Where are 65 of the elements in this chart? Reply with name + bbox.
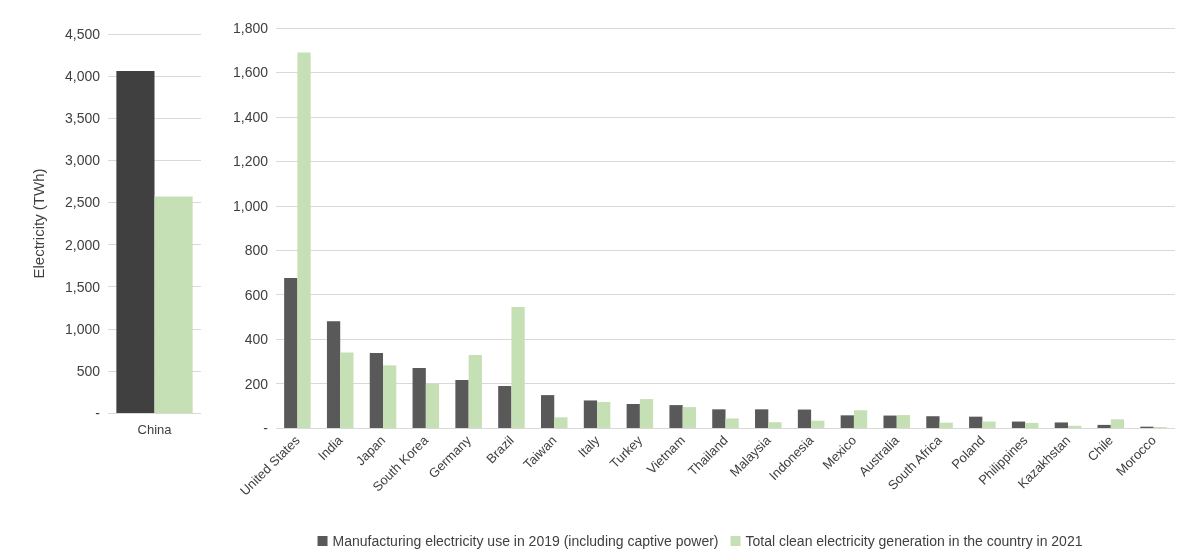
y-tick-label: 500: [76, 362, 101, 379]
bar: [883, 415, 897, 428]
y-tick-label: 2,000: [64, 236, 101, 253]
bar: [540, 395, 555, 428]
bar: [383, 365, 397, 428]
bar: [840, 415, 854, 428]
bar: [583, 400, 598, 428]
bar: [340, 352, 354, 428]
y-tick-label: 3,500: [64, 110, 101, 127]
legend-label: Total clean electricity generation in the country in 2021: [745, 533, 1083, 549]
bar: [768, 422, 782, 428]
bar: [669, 405, 683, 428]
bar: [797, 409, 812, 428]
y-tick-label: 600: [244, 286, 269, 303]
bar: [725, 418, 739, 428]
y-tick-label: 4,500: [64, 26, 101, 42]
y-tick-label: 1,000: [64, 320, 101, 337]
bar: [639, 399, 654, 428]
bar: [284, 278, 298, 428]
y-tick-label: 1,500: [64, 278, 101, 295]
y-tick-label: 1,000: [232, 197, 269, 214]
x-tick-label: China: [137, 422, 173, 437]
legend-label: Manufacturing electricity use in 2019 (including captive power): [332, 533, 719, 549]
bar: [853, 410, 868, 428]
y-tick-label: 400: [244, 331, 269, 348]
bar: [369, 353, 384, 428]
bar: [297, 52, 311, 428]
bar: [498, 386, 512, 428]
bar: [1025, 422, 1039, 428]
bar: [326, 321, 341, 428]
y-tick-label: 800: [244, 242, 269, 259]
bar: [982, 421, 996, 428]
bar: [755, 409, 769, 428]
bar: [896, 415, 911, 428]
bar: [926, 416, 940, 428]
bar: [425, 383, 440, 428]
bar: [969, 416, 983, 428]
bar: [712, 409, 726, 428]
y-tick-label: 200: [244, 375, 269, 392]
bar: [1011, 421, 1026, 428]
bar: [412, 368, 426, 428]
y-tick-label: -: [263, 420, 269, 436]
bar: [1097, 424, 1111, 428]
bar: [939, 422, 953, 428]
bar: [511, 307, 525, 428]
y-axis-title: Electricity (TWh): [30, 168, 47, 279]
y-tick-label: -: [95, 405, 101, 421]
bar: [682, 407, 696, 428]
x-tick-label: Italy: [574, 432, 603, 461]
bar: [1054, 422, 1068, 428]
bar: [455, 380, 469, 428]
y-tick-label: 1,200: [232, 153, 269, 170]
bar: [1067, 425, 1082, 428]
y-tick-label: 1,400: [232, 108, 269, 125]
bar: [1110, 419, 1125, 428]
bar: [597, 402, 611, 428]
bar: [554, 417, 568, 428]
y-tick-label: 4,000: [64, 68, 101, 85]
y-tick-label: 3,000: [64, 152, 101, 169]
y-tick-label: 1,800: [232, 20, 269, 36]
bar: [626, 404, 640, 428]
y-tick-label: 1,600: [232, 64, 269, 81]
bar: [468, 355, 482, 428]
bar: [811, 420, 825, 428]
y-tick-label: 2,500: [64, 194, 101, 211]
